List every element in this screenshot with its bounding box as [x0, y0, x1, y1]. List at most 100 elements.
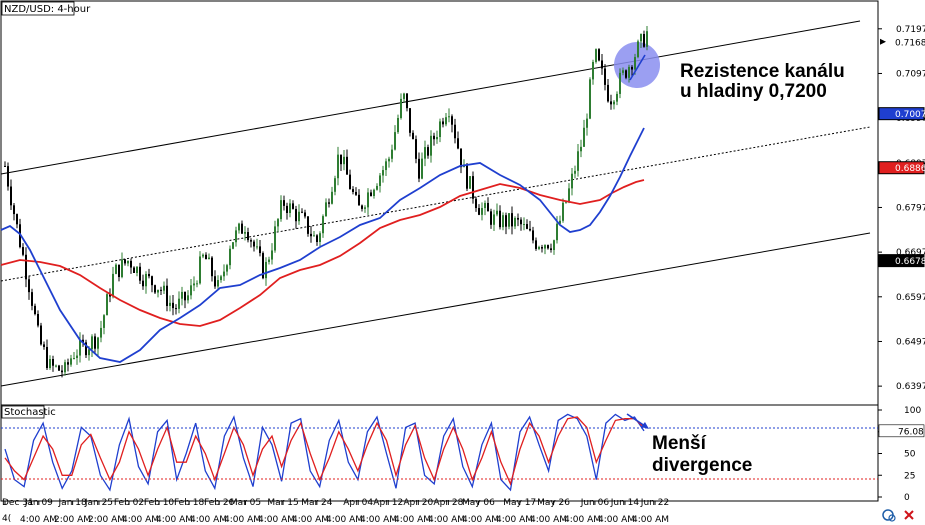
candle-body [577, 151, 579, 171]
candle-body [619, 72, 621, 94]
candle-body [556, 223, 558, 241]
candle-body [376, 185, 378, 190]
candle-body [481, 208, 483, 215]
time-axis[interactable]: 4:00 AM2:00 AM2:00 AM4:00 AM4:00 AM4:00 … [20, 515, 669, 525]
price-axis-tick-label: 0.7197 [896, 25, 925, 35]
candle-body [271, 250, 273, 260]
candle-body [547, 245, 549, 249]
price-marker-label: 0.7168 [895, 38, 925, 48]
candle-body [7, 166, 9, 187]
divergence-arrowhead [641, 422, 649, 429]
price-marker-box [878, 35, 925, 49]
date-axis-label: Feb 10 [144, 498, 175, 508]
time-axis-label: 4:00 AM [20, 515, 57, 525]
close-chart-icon[interactable] [903, 509, 914, 520]
candle-body [511, 213, 513, 227]
time-axis-label: 4:00 AM [122, 515, 159, 525]
candle-body [568, 188, 570, 202]
date-axis-label: Jun 06 [580, 498, 610, 508]
candle-body [385, 161, 387, 171]
stoch-axis-tick-label: 100 [904, 406, 921, 416]
sync-icon[interactable] [882, 509, 896, 522]
price-arrow [629, 54, 646, 81]
candle-body [349, 174, 351, 190]
candle-body [25, 254, 27, 280]
candle-body [121, 259, 123, 278]
candle-body [232, 242, 234, 249]
candle-body [382, 170, 384, 176]
candle-body [562, 202, 564, 221]
candle-body [82, 339, 84, 343]
time-axis-label: 4:00 AM [530, 515, 567, 525]
date-axis-label: Feb 02 [114, 498, 144, 508]
candle-body [439, 121, 441, 138]
candle-body [610, 101, 612, 105]
candle-body [475, 198, 477, 209]
candle-body [403, 93, 405, 99]
candle-body [415, 139, 417, 159]
date-axis-label: May 26 [537, 498, 570, 508]
stoch-axis-tick-label: 0 [904, 493, 910, 503]
indicator-label: Stochastic [4, 407, 56, 418]
time-axis-label: 4:00 AM [462, 515, 499, 525]
candle-body [550, 248, 552, 251]
candle-body [289, 203, 291, 213]
candle-body [478, 208, 480, 215]
candle-body [151, 276, 153, 286]
candle-body [601, 60, 603, 69]
candle-body [250, 240, 252, 242]
candle-body [370, 192, 372, 196]
candle-body [244, 232, 246, 234]
candle-body [223, 271, 225, 277]
symbol-label-box [1, 1, 75, 16]
candle-body [538, 247, 540, 249]
candle-body [331, 191, 333, 204]
footer-left-label: 4( [2, 514, 11, 524]
candle-body [514, 217, 516, 227]
candle-body [397, 118, 399, 133]
candle-body [139, 266, 141, 281]
candle-body [307, 216, 309, 234]
price-markers: 0.7168 0.7007 0.6886 0.6678 [878, 35, 925, 268]
candle-body [586, 118, 588, 128]
candle-body [631, 66, 633, 70]
candle-body [94, 336, 96, 349]
candle-body [67, 362, 69, 365]
candle-body [496, 210, 498, 215]
divergence-annotation-line1: Menší [652, 433, 707, 454]
candle-body [589, 79, 591, 119]
candle-body [136, 266, 138, 273]
price-marker-label: 0.6678 [895, 257, 925, 267]
time-axis-label: 4:00 AM [394, 515, 431, 525]
candle-body [286, 205, 288, 213]
candle-body [193, 283, 195, 286]
candle-body [502, 215, 504, 228]
candle-body [58, 365, 60, 371]
candle-body [526, 224, 528, 229]
date-axis-label: Jun 22 [640, 498, 669, 508]
time-axis-label: 4:00 AM [496, 515, 533, 525]
candle-body [130, 260, 132, 268]
sma-fast-line [0, 127, 645, 363]
candle-body [49, 358, 51, 369]
candle-body [190, 285, 192, 296]
candle-body [181, 291, 183, 299]
candle-body [607, 84, 609, 102]
candle-body [79, 339, 81, 356]
candles-group [4, 26, 648, 378]
candle-body [133, 267, 135, 273]
stochastic-lines-group [4, 413, 645, 492]
stoch-last-value-label: 76.08 [898, 427, 924, 437]
candle-body [448, 116, 450, 118]
candle-body [85, 342, 87, 356]
candle-body [277, 219, 279, 227]
date-axis-label: Mar 05 [230, 498, 261, 508]
candle-body [430, 135, 432, 156]
candle-body [421, 158, 423, 179]
candle-body [184, 291, 186, 301]
price-axis-tick-label: 0.6697 [896, 248, 925, 258]
candle-body [70, 358, 72, 365]
candle-body [199, 256, 201, 284]
candle-body [118, 264, 120, 278]
